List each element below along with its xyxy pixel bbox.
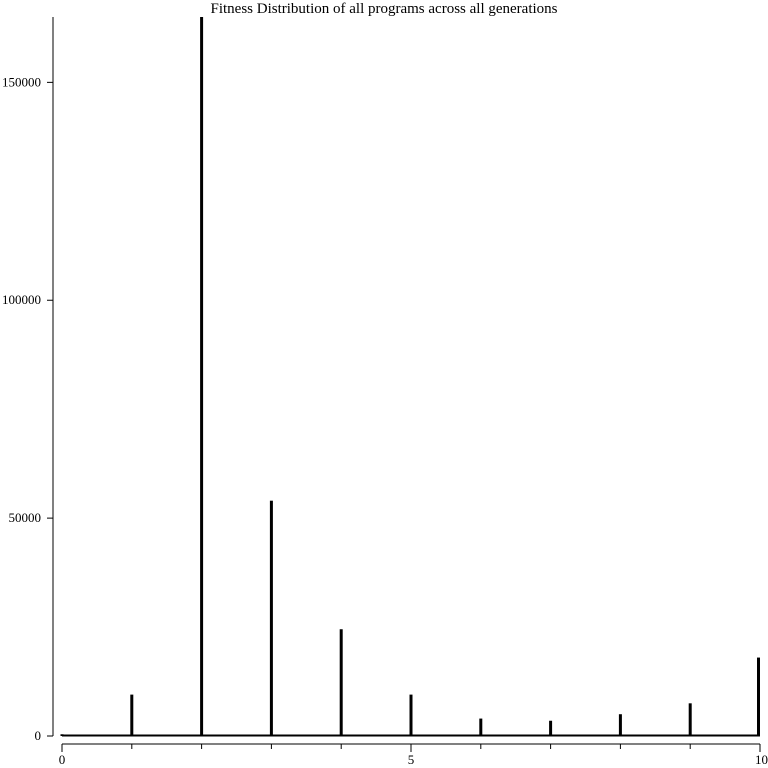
bar <box>479 718 483 736</box>
bars <box>60 17 760 736</box>
y-tick-label: 100000 <box>2 292 41 307</box>
bar <box>409 694 413 736</box>
bar <box>688 703 692 736</box>
x-tick-label: 5 <box>408 752 415 767</box>
chart-title: Fitness Distribution of all programs acr… <box>210 1 557 17</box>
y-tick-label: 50000 <box>9 510 42 525</box>
x-ticks: 0 5 10 <box>59 744 768 767</box>
bar <box>618 714 622 736</box>
x-tick-label: 0 <box>59 752 66 767</box>
y-tick-label: 0 <box>35 728 42 743</box>
y-tick-label: 150000 <box>2 74 41 89</box>
y-ticks: 0 50000 100000 150000 <box>2 74 53 743</box>
bar <box>757 657 760 736</box>
bar <box>549 720 553 736</box>
bar <box>200 17 204 736</box>
bar <box>130 694 134 736</box>
x-tick-label: 10 <box>755 752 768 767</box>
bar <box>60 734 64 736</box>
bar <box>339 629 343 736</box>
bar <box>269 500 273 736</box>
